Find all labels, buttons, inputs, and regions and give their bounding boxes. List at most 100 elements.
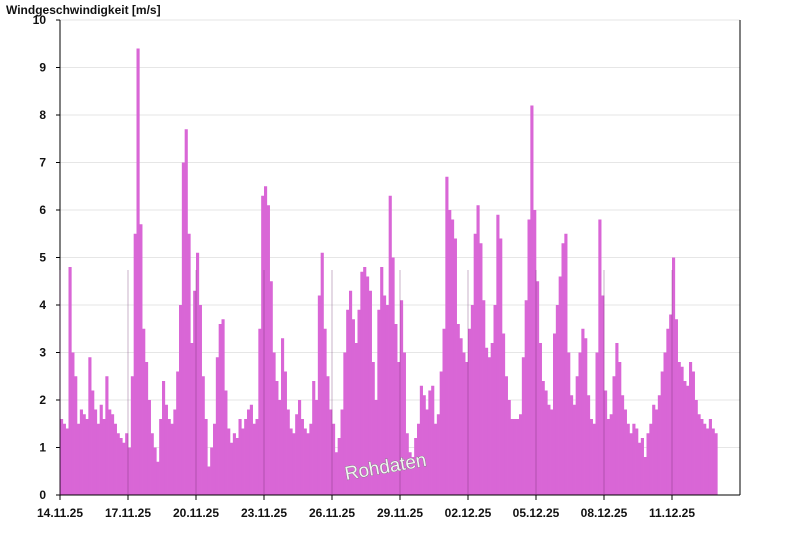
wind-speed-bar <box>264 186 268 495</box>
wind-speed-bar <box>442 328 446 495</box>
wind-speed-bar <box>207 466 211 495</box>
wind-speed-bar <box>145 362 149 495</box>
wind-speed-bar <box>476 205 480 495</box>
wind-speed-bar <box>329 409 333 495</box>
wind-speed-bar <box>468 328 472 495</box>
wind-speed-bar <box>116 433 120 495</box>
wind-speed-bar <box>193 290 197 495</box>
x-tick-label: 17.11.25 <box>105 506 151 520</box>
wind-speed-bar <box>252 423 256 495</box>
wind-speed-bar <box>499 238 503 495</box>
wind-speed-bar <box>377 309 381 495</box>
wind-speed-bar <box>411 457 415 495</box>
wind-speed-bar <box>462 352 466 495</box>
wind-speed-bar <box>677 362 681 495</box>
y-tick-label: 0 <box>39 488 46 502</box>
y-tick-label: 2 <box>39 393 46 407</box>
wind-speed-bar <box>558 276 562 495</box>
wind-speed-bar <box>697 414 701 495</box>
wind-speed-bar <box>445 176 449 495</box>
wind-speed-bar <box>176 371 180 495</box>
wind-speed-bar <box>374 400 378 495</box>
wind-speed-bar <box>383 295 387 495</box>
wind-speed-bar <box>629 433 633 495</box>
wind-speed-bar <box>589 419 593 495</box>
wind-speed-bar <box>88 357 92 495</box>
wind-speed-bar <box>496 214 500 495</box>
wind-speed-bar <box>453 238 457 495</box>
wind-speed-bar <box>485 347 489 495</box>
x-tick-label: 08.12.25 <box>581 506 628 520</box>
wind-speed-bar <box>601 295 605 495</box>
y-tick-label: 9 <box>39 61 46 75</box>
wind-speed-bar <box>604 390 608 495</box>
wind-speed-bar <box>111 414 115 495</box>
wind-speed-bar <box>309 423 313 495</box>
wind-speed-bar <box>332 423 336 495</box>
wind-speed-bar <box>691 371 695 495</box>
wind-speed-bar <box>655 409 659 495</box>
wind-speed-bar <box>473 233 477 495</box>
wind-speed-bar <box>125 433 129 495</box>
wind-speed-bar <box>102 419 106 495</box>
wind-speed-bar <box>538 343 542 495</box>
wind-speed-bars <box>60 48 718 495</box>
wind-speed-bar <box>643 457 647 495</box>
wind-speed-bar <box>334 452 338 495</box>
wind-speed-bar <box>340 409 344 495</box>
wind-speed-bar <box>578 352 582 495</box>
wind-speed-bar <box>317 295 321 495</box>
wind-speed-bar <box>184 129 188 495</box>
wind-speed-bar <box>368 290 372 495</box>
wind-speed-bar <box>62 423 66 495</box>
wind-speed-bar <box>99 404 103 495</box>
wind-speed-bar <box>315 400 319 495</box>
wind-speed-bar <box>618 362 622 495</box>
wind-speed-bar <box>261 195 265 495</box>
wind-speed-bar <box>312 381 316 495</box>
wind-speed-bar <box>275 381 279 495</box>
wind-speed-bar <box>65 428 69 495</box>
y-tick-label: 10 <box>33 13 47 27</box>
wind-speed-bar <box>623 409 627 495</box>
wind-speed-bar <box>320 252 324 495</box>
wind-speed-bar <box>385 305 389 495</box>
wind-speed-bar <box>244 419 248 495</box>
wind-speed-bar <box>388 195 392 495</box>
wind-speed-bar <box>380 267 384 495</box>
wind-speed-bar <box>439 371 443 495</box>
wind-speed-bar <box>711 428 715 495</box>
wind-speed-bar <box>527 219 531 495</box>
wind-speed-bar <box>187 233 191 495</box>
y-axis-title: Windgeschwindigkeit [m/s] <box>6 3 161 17</box>
wind-speed-bar <box>479 243 483 495</box>
wind-speed-bar <box>660 371 664 495</box>
y-tick-label: 7 <box>39 156 46 170</box>
wind-speed-bar <box>170 423 174 495</box>
wind-speed-bar <box>541 381 545 495</box>
wind-speed-bar <box>136 48 140 495</box>
wind-speed-bar <box>417 423 421 495</box>
wind-speed-bar <box>572 404 576 495</box>
wind-speed-bar <box>706 428 710 495</box>
wind-speed-bar <box>510 419 514 495</box>
wind-speed-bar <box>425 409 429 495</box>
wind-speed-bar <box>360 271 364 495</box>
wind-speed-bar <box>272 352 276 495</box>
x-tick-label: 14.11.25 <box>37 506 83 520</box>
wind-speed-bar <box>130 376 134 495</box>
wind-speed-bar <box>147 400 151 495</box>
wind-speed-bar <box>456 324 460 495</box>
wind-speed-bar <box>286 409 290 495</box>
wind-speed-bar <box>405 433 409 495</box>
wind-speed-bar <box>570 395 574 495</box>
wind-speed-bar <box>595 352 599 495</box>
wind-speed-bar <box>564 233 568 495</box>
wind-speed-bar <box>122 442 126 495</box>
wind-speed-bar <box>507 400 511 495</box>
x-tick-label: 26.11.25 <box>309 506 355 520</box>
wind-speed-bar <box>530 105 534 495</box>
wind-speed-bar <box>626 423 630 495</box>
wind-speed-bar <box>646 433 650 495</box>
wind-speed-bar <box>694 400 698 495</box>
